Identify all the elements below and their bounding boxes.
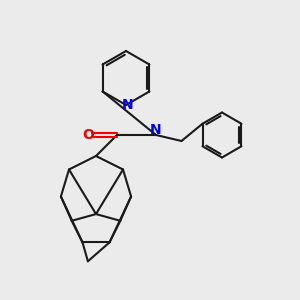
Text: N: N bbox=[122, 98, 133, 112]
Text: N: N bbox=[150, 123, 162, 136]
Text: O: O bbox=[82, 128, 94, 142]
